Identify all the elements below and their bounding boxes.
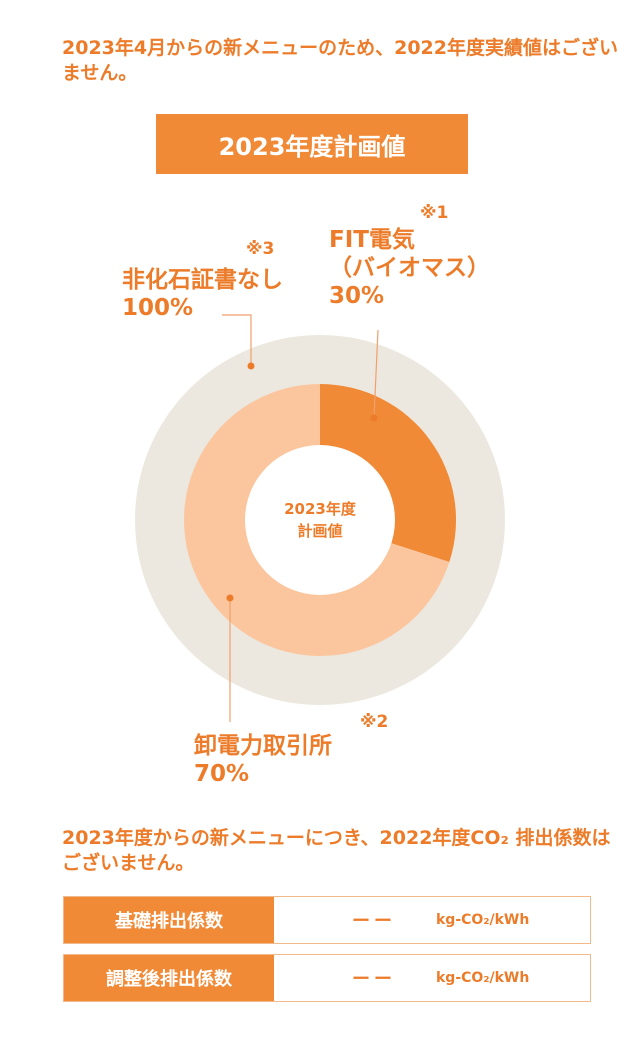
table-row: 調整後排出係数 ーー kg-CO₂/kWh <box>63 954 591 1002</box>
row-label-basic: 基礎排出係数 <box>64 897 274 943</box>
leader-dot-non-fossil <box>247 362 255 370</box>
notice-top: 2023年4月からの新メニューのため、2022年度実績値はございません。 <box>62 37 618 84</box>
row-value-cell: ーー kg-CO₂/kWh <box>274 897 590 943</box>
label-fit-sub: （バイオマス） <box>329 255 490 281</box>
label-non-fossil-value: 100% <box>122 295 194 321</box>
chart-center-label: 2023年度 計画値 <box>260 498 380 542</box>
value-unit: kg-CO₂/kWh <box>436 970 530 986</box>
value-unit: kg-CO₂/kWh <box>436 912 530 928</box>
donut-hole <box>245 445 395 595</box>
row-value-cell: ーー kg-CO₂/kWh <box>274 955 590 1001</box>
label-fit: FIT電気 （バイオマス） 30% <box>329 226 490 310</box>
leader-dot-fit <box>370 414 378 422</box>
table-row: 基礎排出係数 ーー kg-CO₂/kWh <box>63 896 591 944</box>
label-fit-name: FIT電気 <box>329 227 415 253</box>
leader-dot-jepx <box>226 594 234 602</box>
label-jepx-name: 卸電力取引所 <box>194 733 332 759</box>
center-label-line-2: 計画値 <box>297 522 343 540</box>
note-1: ※1 <box>420 203 449 223</box>
label-non-fossil: 非化石証書なし 100% <box>122 266 283 322</box>
plan-title-box: 2023年度計画値 <box>156 114 468 174</box>
label-non-fossil-name: 非化石証書なし <box>122 267 283 293</box>
value-dash: ーー <box>352 969 396 990</box>
label-jepx-value: 70% <box>194 761 250 787</box>
row-label-adjusted: 調整後排出係数 <box>64 955 274 1001</box>
notice-bottom: 2023年度からの新メニューにつき、2022年度CO₂ 排出係数はございません。 <box>62 827 611 874</box>
donut-chart <box>135 314 505 722</box>
leader-line-fit <box>373 329 379 419</box>
note-3: ※3 <box>246 239 275 259</box>
value-dash: ーー <box>352 911 396 932</box>
center-label-line-1: 2023年度 <box>284 500 356 518</box>
label-jepx: 卸電力取引所 70% <box>194 732 332 788</box>
label-fit-value: 30% <box>329 283 385 309</box>
note-2: ※2 <box>360 712 389 732</box>
leader-line-non-fossil <box>222 314 252 366</box>
